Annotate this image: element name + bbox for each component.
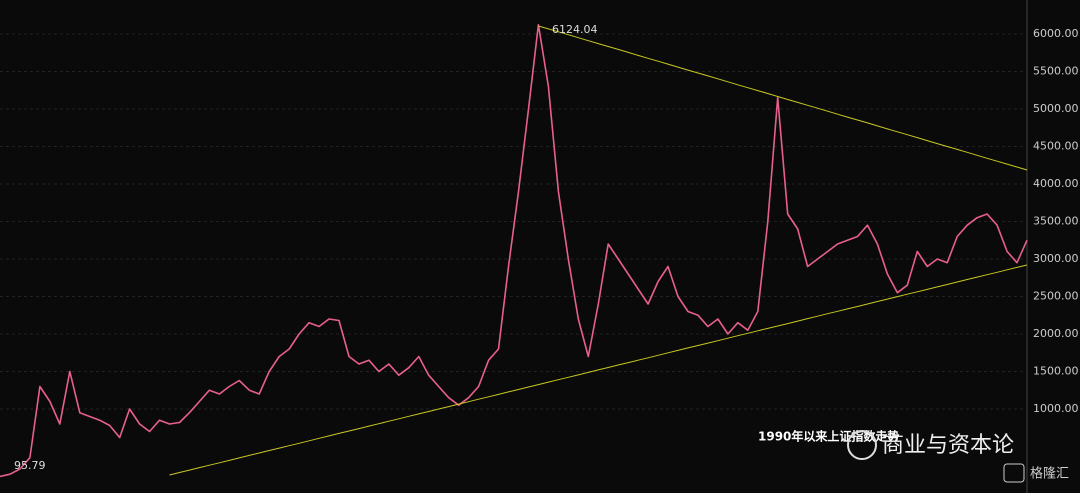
y-tick-label: 6000.00 [1033, 27, 1079, 40]
y-tick-label: 1000.00 [1033, 402, 1079, 415]
logo-icon [1003, 463, 1025, 483]
y-tick-label: 3000.00 [1033, 252, 1079, 265]
peak-label: 6124.04 [552, 23, 598, 36]
y-tick-label: 5500.00 [1033, 64, 1079, 77]
low-label: 95.79 [14, 459, 46, 472]
y-tick-label: 4000.00 [1033, 177, 1079, 190]
y-tick-label: 4500.00 [1033, 139, 1079, 152]
wechat-icon [847, 430, 877, 460]
y-tick-label: 2500.00 [1033, 289, 1079, 302]
logo-text: 格隆汇 [1030, 466, 1069, 482]
plot: 1000.00 1500.00 2000.00 2500.00 3000.00 3500.… [0, 23, 1079, 478]
y-tick-label: 5000.00 [1033, 102, 1079, 115]
trend-line [169, 264, 1028, 476]
caption: 1990年以来上证指数走势 [758, 429, 899, 444]
y-tick-label: 1500.00 [1033, 364, 1079, 377]
index-line [0, 23, 1028, 478]
trend-line [538, 25, 1028, 171]
watermark: 商业与资本论 [882, 433, 1014, 458]
y-tick-label: 2000.00 [1033, 327, 1079, 340]
y-tick-label: 3500.00 [1033, 214, 1079, 227]
